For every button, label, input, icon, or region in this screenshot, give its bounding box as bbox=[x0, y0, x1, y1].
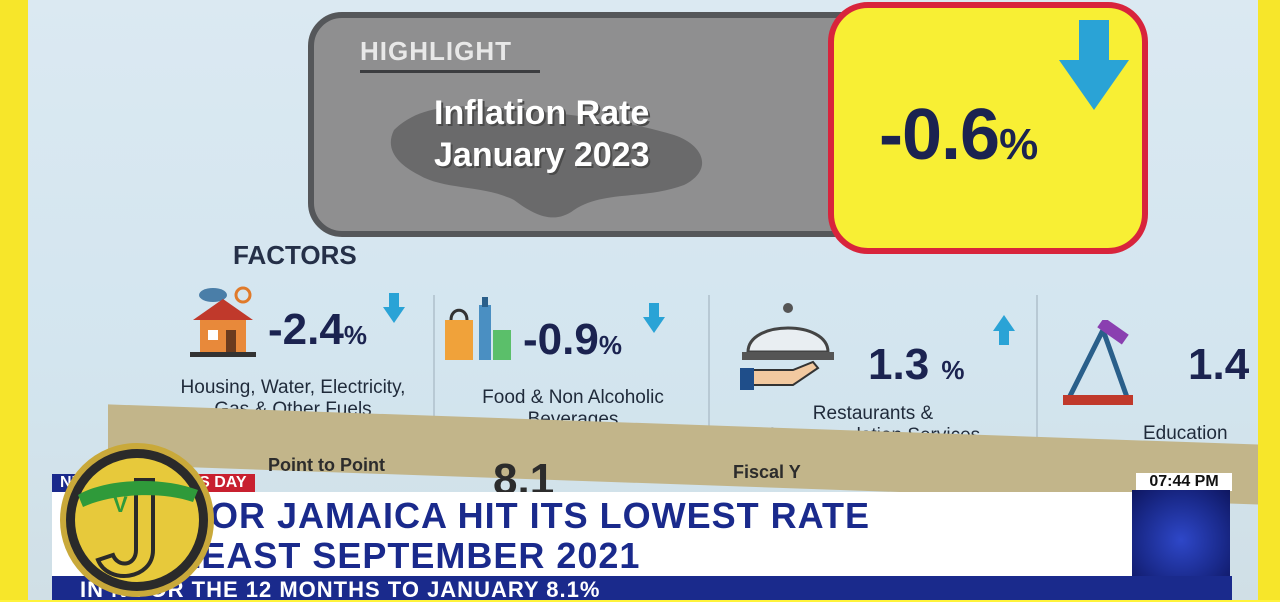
jamaica-map-icon bbox=[390, 106, 703, 218]
down-arrow-icon bbox=[1059, 20, 1129, 110]
house-icon bbox=[190, 286, 256, 357]
education-icon bbox=[1063, 320, 1133, 405]
factor-unit: % bbox=[941, 355, 965, 385]
tvj-logo-icon: V bbox=[60, 443, 214, 597]
channel-logo-panel bbox=[1132, 490, 1230, 590]
headline: ON FOR JAMAICA HIT ITS LOWEST RATE AT LE… bbox=[120, 496, 870, 576]
svg-text:V: V bbox=[113, 492, 128, 517]
rate-unit: % bbox=[999, 120, 1038, 169]
inflation-title-line1: Inflation Rate bbox=[434, 94, 650, 132]
point-to-point-label: Point to Point bbox=[268, 455, 385, 475]
inflation-rate-badge: -0.6% bbox=[828, 2, 1148, 254]
factor-number: -2.4 bbox=[268, 305, 344, 354]
factor-food: -0.9% Food & Non Alcoholic Beverages bbox=[438, 285, 708, 435]
highlight-underline bbox=[360, 70, 540, 73]
factor-name-line1: Food & Non Alcoholic bbox=[482, 387, 664, 408]
factor-name-line1: Restaurants & bbox=[812, 403, 934, 424]
factor-number: -0.9 bbox=[523, 315, 599, 364]
factor-divider bbox=[1036, 295, 1038, 445]
factor-divider bbox=[433, 295, 435, 445]
factor-value: -2.4% bbox=[268, 305, 367, 355]
factor-unit: % bbox=[598, 330, 622, 360]
factor-unit: % bbox=[343, 320, 367, 350]
left-yellow-frame bbox=[0, 0, 28, 600]
right-yellow-frame bbox=[1258, 0, 1280, 600]
inflation-title: Inflation Rate January 2023 bbox=[434, 92, 650, 176]
fiscal-year-label: Fiscal Y bbox=[733, 462, 801, 482]
factor-number: 1.4 bbox=[1188, 340, 1250, 389]
cloche-icon bbox=[740, 303, 834, 390]
inflation-rate-value: -0.6% bbox=[879, 94, 1038, 176]
factor-value: 1.3 % bbox=[868, 340, 965, 390]
factor-number: 1.3 bbox=[868, 340, 930, 389]
factors-heading: FACTORS bbox=[233, 240, 357, 270]
clock: 07:44 PM bbox=[1136, 473, 1232, 491]
factor-name-line1: Housing, Water, Electricity, bbox=[180, 377, 406, 398]
headline-band bbox=[52, 492, 1132, 576]
down-arrow-icon bbox=[383, 293, 405, 323]
rate-number: -0.6 bbox=[879, 95, 1000, 175]
factor-divider bbox=[708, 295, 710, 445]
factor-name: Education bbox=[1143, 423, 1258, 445]
groceries-icon bbox=[445, 297, 511, 360]
headline-line1: ON FOR JAMAICA HIT ITS LOWEST RATE bbox=[120, 495, 870, 536]
down-arrow-icon bbox=[643, 303, 665, 333]
subline-band bbox=[52, 576, 1232, 600]
highlight-label: HIGHLIGHT bbox=[360, 36, 512, 66]
factor-value: -0.9% bbox=[523, 315, 622, 365]
factor-name-line1: Education bbox=[1143, 423, 1228, 444]
headline-line2: AT LEAST SEPTEMBER 2021 bbox=[120, 535, 641, 576]
inflation-title-line2: January 2023 bbox=[434, 136, 650, 174]
factor-value: 1.4 bbox=[1188, 340, 1249, 390]
up-arrow-icon bbox=[993, 315, 1015, 345]
factor-education: 1.4 Education bbox=[1058, 285, 1258, 455]
